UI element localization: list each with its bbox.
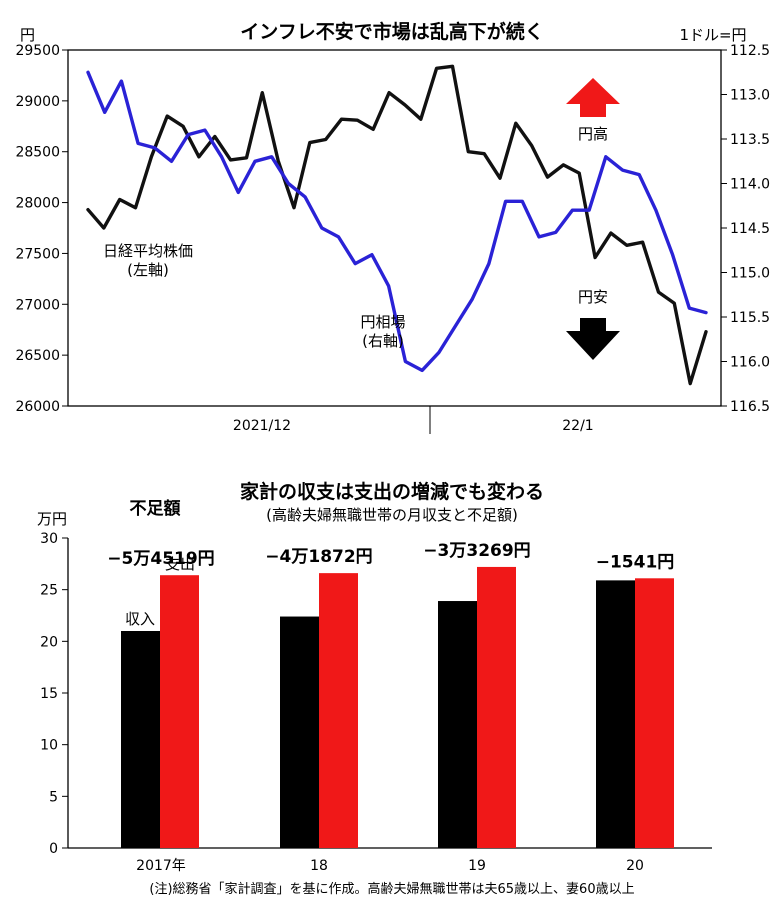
income-series-label: 収入	[125, 610, 155, 628]
nikkei-series-label: 日経平均株価	[103, 242, 193, 260]
right-tick-label: 115.0	[730, 266, 770, 282]
yen-line	[86, 70, 708, 373]
bar-tick-label: 15	[40, 686, 58, 702]
expense-series-label: 支出	[165, 555, 195, 573]
left-tick-label: 28500	[15, 145, 60, 161]
left-tick-label: 27500	[15, 246, 60, 262]
bar-tick-label: 20	[40, 634, 58, 650]
left-tick-label: 29000	[15, 94, 60, 110]
right-tick-label: 113.0	[730, 88, 770, 104]
nikkei-axis-note: (左軸)	[127, 261, 169, 279]
category-label: 20	[626, 858, 644, 874]
income-bar	[438, 601, 477, 848]
right-tick-label: 113.5	[730, 132, 770, 148]
left-tick-label: 29500	[15, 43, 60, 59]
footnote: (注)総務省「家計調査」を基に作成。高齢夫婦無職世帯は夫65歳以上、妻60歳以上	[149, 881, 634, 897]
bar-chart: 家計の収支は支出の増減でも変わる (高齢夫婦無職世帯の月収支と不足額) 万円 不…	[37, 480, 712, 874]
left-axis-ticks: 29500 29000 28500 28000 27500 27000 26500 26000	[15, 43, 68, 415]
bar-chart-title: 家計の収支は支出の増減でも変わる	[240, 480, 544, 503]
right-axis-unit: 1ドル=円	[679, 26, 746, 44]
yen-strong-arrow-icon	[566, 78, 620, 117]
deficit-label: −1541円	[596, 552, 675, 572]
yen-strong-label: 円高	[578, 125, 608, 143]
deficit-label: −3万3269円	[423, 541, 530, 561]
bar-tick-label: 5	[49, 789, 58, 805]
category-label: 2017年	[136, 858, 186, 874]
deficit-header: 不足額	[130, 498, 181, 519]
right-axis-ticks: 112.5 113.0 113.5 114.0 114.5 115.0 115.5 116.0…	[721, 43, 770, 415]
yen-axis-note: (右軸)	[362, 332, 404, 350]
yen-weak-label: 円安	[578, 288, 608, 306]
left-tick-label: 26500	[15, 348, 60, 364]
expense-bar	[160, 575, 199, 848]
income-bar	[280, 616, 319, 848]
expense-bar	[319, 573, 358, 848]
x-tick-label-dec: 2021/12	[233, 418, 291, 434]
yen-weak-arrow-icon	[566, 318, 620, 360]
bar-tick-label: 30	[40, 531, 58, 547]
left-tick-label: 26000	[15, 399, 60, 415]
category-label: 19	[468, 858, 486, 874]
nikkei-line	[86, 64, 708, 386]
x-tick-label-jan: 22/1	[562, 418, 593, 434]
plot-frame	[67, 49, 722, 407]
line-chart-title: インフレ不安で市場は乱高下が続く	[240, 20, 543, 43]
deficit-label: −4万1872円	[265, 547, 372, 567]
right-tick-label: 114.5	[730, 221, 770, 237]
left-axis-unit: 円	[20, 26, 35, 44]
right-tick-label: 112.5	[730, 43, 770, 59]
right-tick-label: 115.5	[730, 310, 770, 326]
yen-series-label: 円相場	[360, 313, 405, 331]
right-tick-label: 116.0	[730, 355, 770, 371]
bar-y-ticks: 30 25 20 15 10 5 0	[40, 531, 68, 857]
bar-tick-label: 25	[40, 583, 58, 599]
right-tick-label: 116.5	[730, 399, 770, 415]
line-series	[86, 64, 708, 386]
left-tick-label: 28000	[15, 196, 60, 212]
expense-bar	[635, 578, 674, 848]
bar-tick-label: 10	[40, 738, 58, 754]
income-bar	[121, 631, 160, 848]
bar-tick-label: 0	[49, 841, 58, 857]
right-tick-label: 114.0	[730, 177, 770, 193]
deficit-label: −5万4519円	[107, 549, 214, 569]
bar-y-unit: 万円	[37, 510, 67, 528]
category-label: 18	[310, 858, 328, 874]
expense-bar	[477, 566, 516, 848]
line-chart: インフレ不安で市場は乱高下が続く 円 1ドル=円 29500 29000 28500…	[15, 20, 770, 434]
income-bar	[596, 580, 635, 848]
left-tick-label: 27000	[15, 297, 60, 313]
bar-chart-subtitle: (高齢夫婦無職世帯の月収支と不足額)	[266, 506, 518, 524]
bar-marks: −5万4519円 2017年 −4万1872円 18 −3万3269円 19 −1541円 2…	[107, 541, 674, 874]
